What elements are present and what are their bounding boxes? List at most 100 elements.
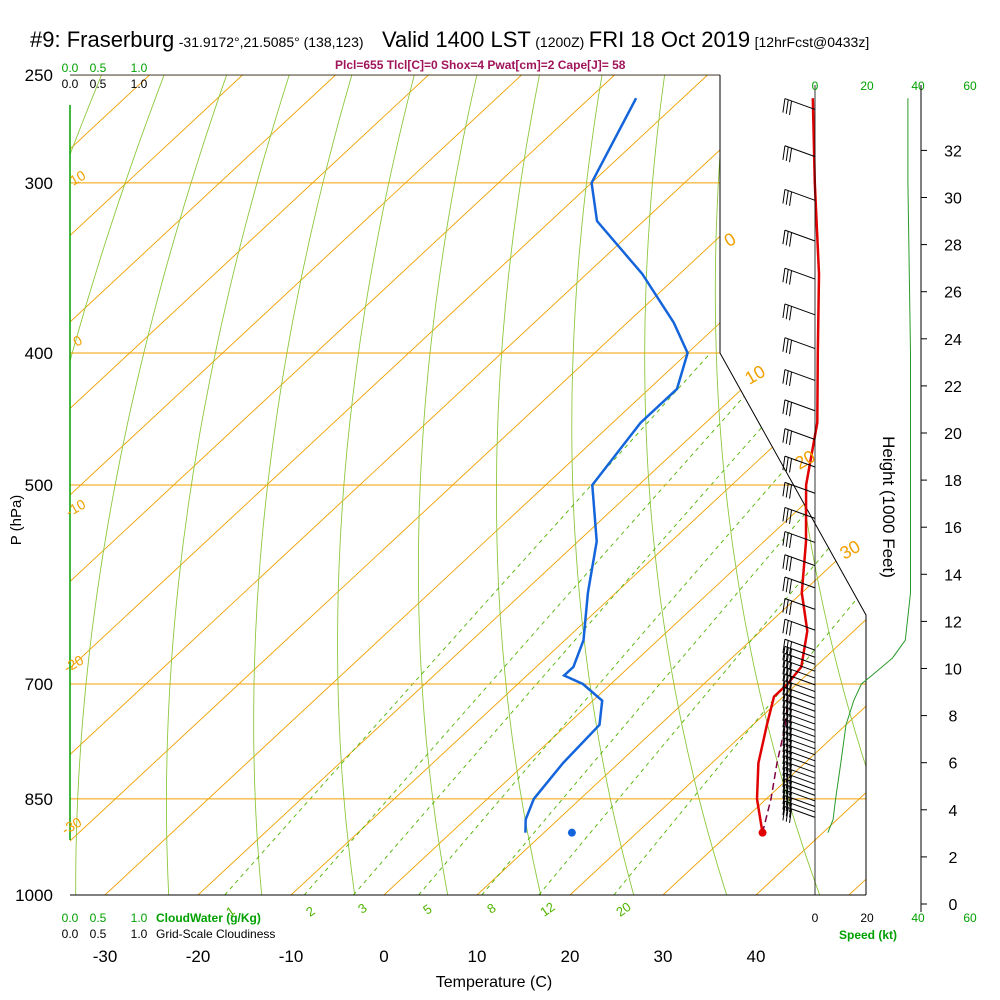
- wind-barb: [784, 706, 816, 719]
- wind-barb-flag: [782, 693, 786, 708]
- cloudwater-scale-label: 0.0: [62, 911, 79, 925]
- wind-barb-flag: [785, 483, 789, 498]
- wind-barb-flag: [789, 797, 793, 813]
- wind-barb-flag: [785, 695, 789, 710]
- isotherm-label: 0: [721, 229, 740, 251]
- wind-barb-flag: [782, 706, 786, 721]
- wind-barb-flag: [789, 509, 793, 524]
- wind-barb: [784, 188, 816, 201]
- wind-barb-flag: [789, 557, 793, 572]
- wind-barb: [784, 554, 816, 567]
- height-tick-label: 8: [949, 709, 958, 726]
- wind-barb-flag: [782, 761, 786, 776]
- wind-barb-flag: [782, 428, 786, 443]
- wind-barb-flag: [782, 337, 786, 352]
- cloudiness-scale-label: 1.0: [131, 77, 148, 91]
- wind-barb-flag: [785, 508, 789, 523]
- wind-barb-flag: [789, 430, 793, 446]
- wind-barb-flag: [782, 713, 786, 728]
- height-tick-label: 6: [949, 756, 958, 773]
- isotherm-label: 10: [67, 167, 89, 189]
- pressure-tick-label: 250: [25, 66, 53, 85]
- pressure-tick-label: 400: [25, 344, 53, 363]
- cloudiness-scale-label: 1.0: [131, 927, 148, 941]
- wind-barb-flag: [782, 700, 786, 715]
- wind-barb-flag: [785, 807, 789, 822]
- pressure-tick-label: 500: [25, 476, 53, 495]
- wind-barb: [784, 712, 816, 725]
- cloudiness-scale-label: 0.0: [62, 77, 79, 91]
- mixing-ratio-label: 2: [303, 903, 318, 919]
- isotherm-line: [476, 75, 866, 895]
- wind-barb: [784, 718, 816, 731]
- wind-barb: [784, 680, 816, 693]
- wind-barb: [784, 673, 816, 686]
- wind-barb-flag: [785, 532, 789, 547]
- wind-barb: [784, 666, 816, 679]
- wind-barb-flag: [789, 621, 793, 636]
- dry-adiabat-line: [337, 75, 415, 895]
- wind-barb-flag: [782, 737, 786, 752]
- isotherm-label: -10: [63, 496, 89, 520]
- wind-barb-flag: [789, 533, 793, 549]
- dry-adiabat-line: [70, 75, 165, 895]
- temperature-tick-label: -10: [279, 947, 304, 966]
- wind-barb: [784, 145, 816, 158]
- wind-barb-flag: [782, 795, 786, 810]
- wind-barb: [784, 506, 816, 519]
- cloudwater-scale-label: 1.0: [131, 61, 148, 75]
- wind-barb-flag: [782, 778, 786, 793]
- wind-barb-flag: [789, 402, 793, 417]
- wind-barb-flag: [782, 800, 786, 816]
- wind-barb-flag: [785, 429, 789, 444]
- dry-adiabat-line: [644, 75, 728, 895]
- pressure-tick-label: 300: [25, 174, 53, 193]
- wind-barb: [784, 618, 816, 631]
- pressure-tick-label: 700: [25, 675, 53, 694]
- height-tick-label: 24: [944, 332, 962, 349]
- mixing-ratio-label: 8: [484, 900, 499, 916]
- wind-barb-flag: [785, 779, 789, 795]
- wind-barb-flag: [785, 231, 789, 246]
- parcel-path-line: [761, 696, 789, 833]
- height-tick-label: 16: [944, 520, 962, 537]
- wind-barb: [784, 531, 816, 543]
- surface-dewpoint-dot: [567, 828, 576, 837]
- isotherm-line: [70, 75, 429, 895]
- wind-barb-flag: [785, 762, 789, 777]
- wind-barb-flag: [789, 763, 793, 779]
- wind-barb-flag: [782, 755, 786, 770]
- height-tick-label: 0: [949, 897, 958, 914]
- station-name: #9: Fraserburg: [30, 27, 175, 52]
- temperature-tick-label: -30: [93, 947, 118, 966]
- wind-barb-flag: [789, 458, 793, 473]
- wind-barb-flag: [785, 578, 789, 593]
- dry-adiabat-line: [417, 75, 478, 895]
- dry-adiabat-line: [495, 75, 542, 895]
- speed-tick-label: 0: [812, 911, 819, 925]
- mixing-ratio-line: [224, 352, 711, 895]
- x-axis-label: Temperature (C): [436, 974, 552, 991]
- wind-barb-flag: [789, 191, 793, 206]
- wind-barb-flag: [785, 269, 789, 284]
- wind-barb-flag: [789, 669, 793, 684]
- wind-barb-flag: [789, 306, 793, 321]
- plot-frame: [719, 75, 867, 895]
- wind-barb-flag: [782, 725, 786, 740]
- temperature-tick-label: 40: [747, 947, 766, 966]
- wind-barb: [784, 598, 816, 610]
- wind-barb-flag: [782, 667, 786, 682]
- wind-barb-flag: [789, 758, 793, 773]
- speed-tick-label: 20: [860, 911, 874, 925]
- height-tick-label: 28: [944, 238, 962, 255]
- wind-barb: [784, 772, 816, 785]
- wind-barb: [784, 455, 816, 468]
- wind-barb: [784, 638, 816, 651]
- isotherm-label: -30: [59, 814, 85, 838]
- speed-label: Speed (kt): [839, 928, 897, 942]
- mixing-ratio-label: 5: [420, 901, 435, 917]
- wind-barb-flag: [785, 599, 789, 614]
- wind-barb-flag: [785, 99, 789, 114]
- dry-adiabat-line: [571, 75, 635, 895]
